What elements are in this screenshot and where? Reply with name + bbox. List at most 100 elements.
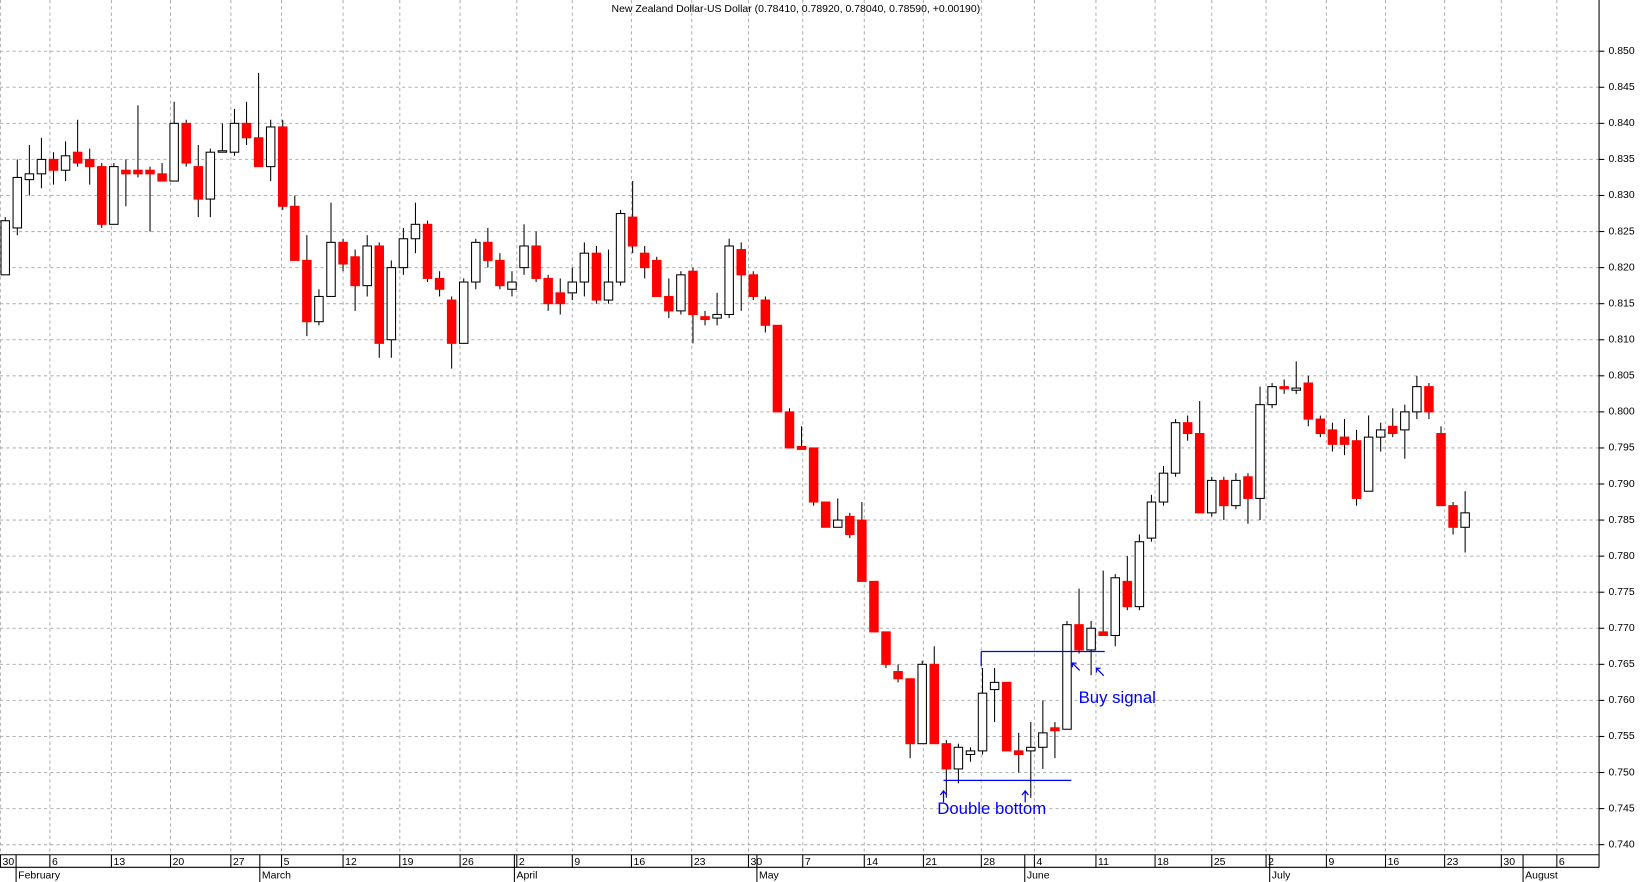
candle-body <box>820 501 831 528</box>
y-tick-label: 0.820 <box>1608 262 1634 273</box>
candle-body <box>1267 386 1277 406</box>
x-tick-label: 23 <box>694 857 706 868</box>
candle-body <box>1339 436 1350 445</box>
candle-body <box>1074 624 1084 651</box>
candle-body <box>1050 727 1060 732</box>
candle-body <box>1231 479 1241 507</box>
month-label: June <box>1027 870 1050 881</box>
candle-body <box>700 316 710 321</box>
candle-body <box>579 252 590 283</box>
month-label: March <box>262 870 291 881</box>
chart-title: New Zealand Dollar-US Dollar (0.78410, 0… <box>612 4 981 15</box>
candle-body <box>1388 425 1398 435</box>
candle-body <box>1086 627 1096 651</box>
candle-body <box>1448 505 1458 528</box>
candle-body <box>832 519 843 528</box>
candle-body <box>953 746 964 770</box>
candle-body <box>84 158 95 168</box>
candle-body <box>471 241 481 283</box>
y-tick-label: 0.825 <box>1608 226 1634 237</box>
candle-body <box>1255 404 1265 499</box>
y-tick-label: 0.750 <box>1608 767 1634 778</box>
candle-body <box>1170 422 1181 474</box>
month-label: February <box>18 870 61 881</box>
candle-body <box>362 245 372 287</box>
candle-body <box>458 281 469 344</box>
candle-body <box>567 281 578 294</box>
candle-body <box>1026 746 1036 752</box>
candle-body <box>1062 624 1072 730</box>
candle-body <box>1303 382 1314 420</box>
candle-body <box>109 166 119 225</box>
x-tick-label: 14 <box>866 857 878 868</box>
candle-body <box>72 151 83 164</box>
candle-body <box>374 245 385 344</box>
y-tick-label: 0.810 <box>1608 335 1634 346</box>
candle-body <box>845 515 855 536</box>
candle-body <box>169 122 179 182</box>
candle-body <box>664 295 674 312</box>
candle-body <box>0 220 10 276</box>
x-tick-label: 11 <box>1098 857 1109 868</box>
x-tick-label: 7 <box>805 857 811 868</box>
x-tick-label: 28 <box>983 857 995 868</box>
candle-body <box>48 158 59 171</box>
x-tick-label: 5 <box>284 857 290 868</box>
candle-body <box>772 324 783 413</box>
candle-body <box>1001 681 1012 752</box>
x-tick-label: 30 <box>1503 857 1515 868</box>
y-tick-label: 0.765 <box>1608 659 1634 670</box>
candles <box>0 72 1470 798</box>
candle-body <box>869 580 879 633</box>
candle-body <box>229 122 240 153</box>
candle-body <box>1291 387 1301 391</box>
candle-body <box>1146 501 1157 539</box>
annotation-lines <box>939 650 1105 803</box>
annotation: Buy signal <box>1079 688 1156 707</box>
candle-body <box>1134 541 1145 608</box>
candle-body <box>603 281 614 301</box>
candle-body <box>724 245 734 316</box>
candle-body <box>24 173 35 181</box>
candle-body <box>1243 476 1253 499</box>
candle-body <box>495 259 505 287</box>
candle-body <box>398 238 409 269</box>
candle-body <box>627 216 638 247</box>
candle-body <box>314 295 324 323</box>
candle-body <box>1351 440 1362 499</box>
candle-body <box>434 277 445 290</box>
candle-body <box>1122 580 1133 608</box>
x-tick-label: 6 <box>52 857 58 868</box>
y-tick-label: 0.785 <box>1608 515 1634 526</box>
candle-body <box>1182 422 1193 435</box>
candle-body <box>941 743 952 770</box>
candle-body <box>1207 479 1217 514</box>
x-tick-label: 9 <box>1328 857 1334 868</box>
candle-body <box>12 176 23 229</box>
y-tick-label: 0.745 <box>1608 803 1634 814</box>
candle-body <box>97 166 107 225</box>
candle-body <box>483 241 493 261</box>
candle-body <box>121 169 131 175</box>
y-tick-label: 0.840 <box>1608 118 1634 129</box>
candle-body <box>1038 732 1048 748</box>
candle-body <box>181 122 191 164</box>
candle-body <box>748 274 759 297</box>
arrow <box>1071 662 1081 671</box>
candle-body <box>193 166 204 200</box>
y-tick-label: 0.740 <box>1608 839 1634 850</box>
x-tick-label: 2 <box>1268 857 1274 868</box>
candle-body <box>338 241 348 265</box>
candle-body <box>796 445 807 450</box>
candle-body <box>1327 429 1338 445</box>
candle-body <box>736 249 746 276</box>
x-tick-label: 6 <box>1559 857 1565 868</box>
candle-body <box>1400 411 1410 431</box>
candle-body <box>639 252 650 269</box>
candle-body <box>929 663 940 745</box>
candle-body <box>265 126 276 168</box>
arrow <box>939 789 948 803</box>
candle-body <box>893 671 903 680</box>
candle-body <box>917 663 927 745</box>
candle-body <box>217 150 228 153</box>
